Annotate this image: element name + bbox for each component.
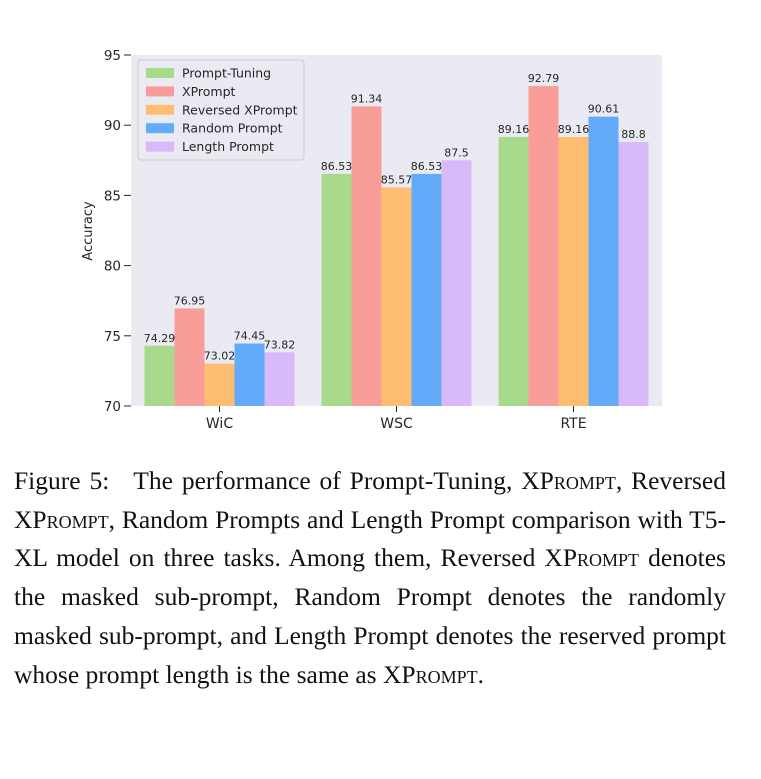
legend-label: Prompt-Tuning bbox=[182, 66, 271, 81]
bar-value-label: 89.16 bbox=[498, 123, 530, 136]
y-tick-label: 90 bbox=[104, 118, 121, 134]
caption-segment: XP bbox=[544, 543, 578, 573]
legend-label: Random Prompt bbox=[182, 121, 283, 136]
caption-segment: XP bbox=[14, 504, 47, 534]
legend: Prompt-Tuning XPrompt Reversed XPrompt Rand… bbox=[137, 59, 305, 161]
bar bbox=[558, 136, 589, 407]
bar bbox=[528, 86, 559, 407]
legend-label: Length Prompt bbox=[182, 139, 274, 154]
caption-segment: . bbox=[477, 659, 484, 689]
caption-segment: , Reversed bbox=[615, 466, 726, 495]
y-tick-label: 75 bbox=[104, 329, 121, 345]
bar-value-label: 73.02 bbox=[204, 350, 236, 363]
bar-value-label: 88.8 bbox=[621, 128, 646, 141]
legend-label: Reversed XPrompt bbox=[182, 102, 298, 117]
bar bbox=[618, 142, 649, 406]
caption-segment: denotes the masked sub-prompt, Random Pr… bbox=[14, 543, 726, 689]
bar-value-label: 74.29 bbox=[144, 332, 176, 345]
bar bbox=[381, 187, 412, 406]
bar bbox=[441, 160, 472, 406]
figure-caption: Figure 5: The performance of Prompt-Tunin… bbox=[14, 462, 726, 694]
bar-value-label: 89.16 bbox=[558, 123, 590, 136]
legend-swatch bbox=[146, 123, 174, 134]
caption-segment: The performance of Prompt-Tuning, bbox=[133, 466, 522, 495]
bar-value-label: 92.79 bbox=[528, 72, 560, 85]
x-tick-label: RTE bbox=[560, 416, 586, 432]
bar bbox=[234, 343, 265, 406]
legend-box bbox=[137, 59, 305, 161]
bar bbox=[174, 308, 205, 406]
bar-value-label: 91.34 bbox=[351, 92, 383, 105]
caption-segment: , Random Prompts and Length Prompt compa… bbox=[14, 504, 726, 573]
x-tick-label: WiC bbox=[206, 416, 233, 432]
bar-value-label: 90.61 bbox=[588, 103, 620, 116]
y-axis: 70 75 80 85 90 95 bbox=[104, 48, 131, 415]
bar-value-label: 86.53 bbox=[411, 160, 443, 173]
caption-segment: XP bbox=[521, 466, 554, 495]
bar bbox=[498, 136, 529, 407]
bar bbox=[411, 173, 442, 406]
legend-swatch bbox=[146, 104, 174, 115]
caption-text: The performance of Prompt-Tuning, XPromp… bbox=[14, 466, 726, 689]
bar bbox=[588, 116, 619, 407]
y-tick-label: 80 bbox=[104, 259, 121, 275]
caption-smallcaps: rompt bbox=[553, 466, 616, 495]
y-tick-label: 95 bbox=[104, 48, 121, 64]
legend-swatch bbox=[146, 68, 174, 78]
x-axis: WiC WSC RTE bbox=[206, 406, 587, 432]
y-tick-label: 85 bbox=[104, 188, 121, 204]
bar bbox=[264, 352, 295, 406]
bar-value-label: 73.82 bbox=[264, 338, 296, 351]
bar bbox=[204, 363, 235, 406]
y-axis-label: Accuracy bbox=[81, 201, 96, 261]
bar bbox=[351, 106, 382, 406]
bars bbox=[144, 86, 649, 407]
x-tick-label: WSC bbox=[380, 416, 413, 432]
caption-smallcaps: rompt bbox=[46, 504, 109, 534]
bar-value-label: 87.5 bbox=[444, 146, 469, 159]
legend-label: XPrompt bbox=[182, 84, 236, 99]
caption-segment: XP bbox=[382, 659, 416, 689]
bar-value-label: 85.57 bbox=[381, 173, 413, 186]
legend-swatch bbox=[146, 86, 174, 97]
caption-smallcaps: rompt bbox=[415, 659, 478, 689]
bar-value-label: 74.45 bbox=[234, 330, 266, 343]
bar bbox=[321, 173, 352, 406]
bar-value-label: 86.53 bbox=[321, 160, 353, 173]
figure-label: Figure 5: bbox=[14, 466, 110, 495]
legend-swatch bbox=[146, 141, 174, 152]
bar bbox=[144, 345, 175, 406]
bar-value-label: 76.95 bbox=[174, 294, 206, 307]
caption-smallcaps: rompt bbox=[577, 543, 640, 573]
y-tick-label: 70 bbox=[104, 399, 121, 415]
